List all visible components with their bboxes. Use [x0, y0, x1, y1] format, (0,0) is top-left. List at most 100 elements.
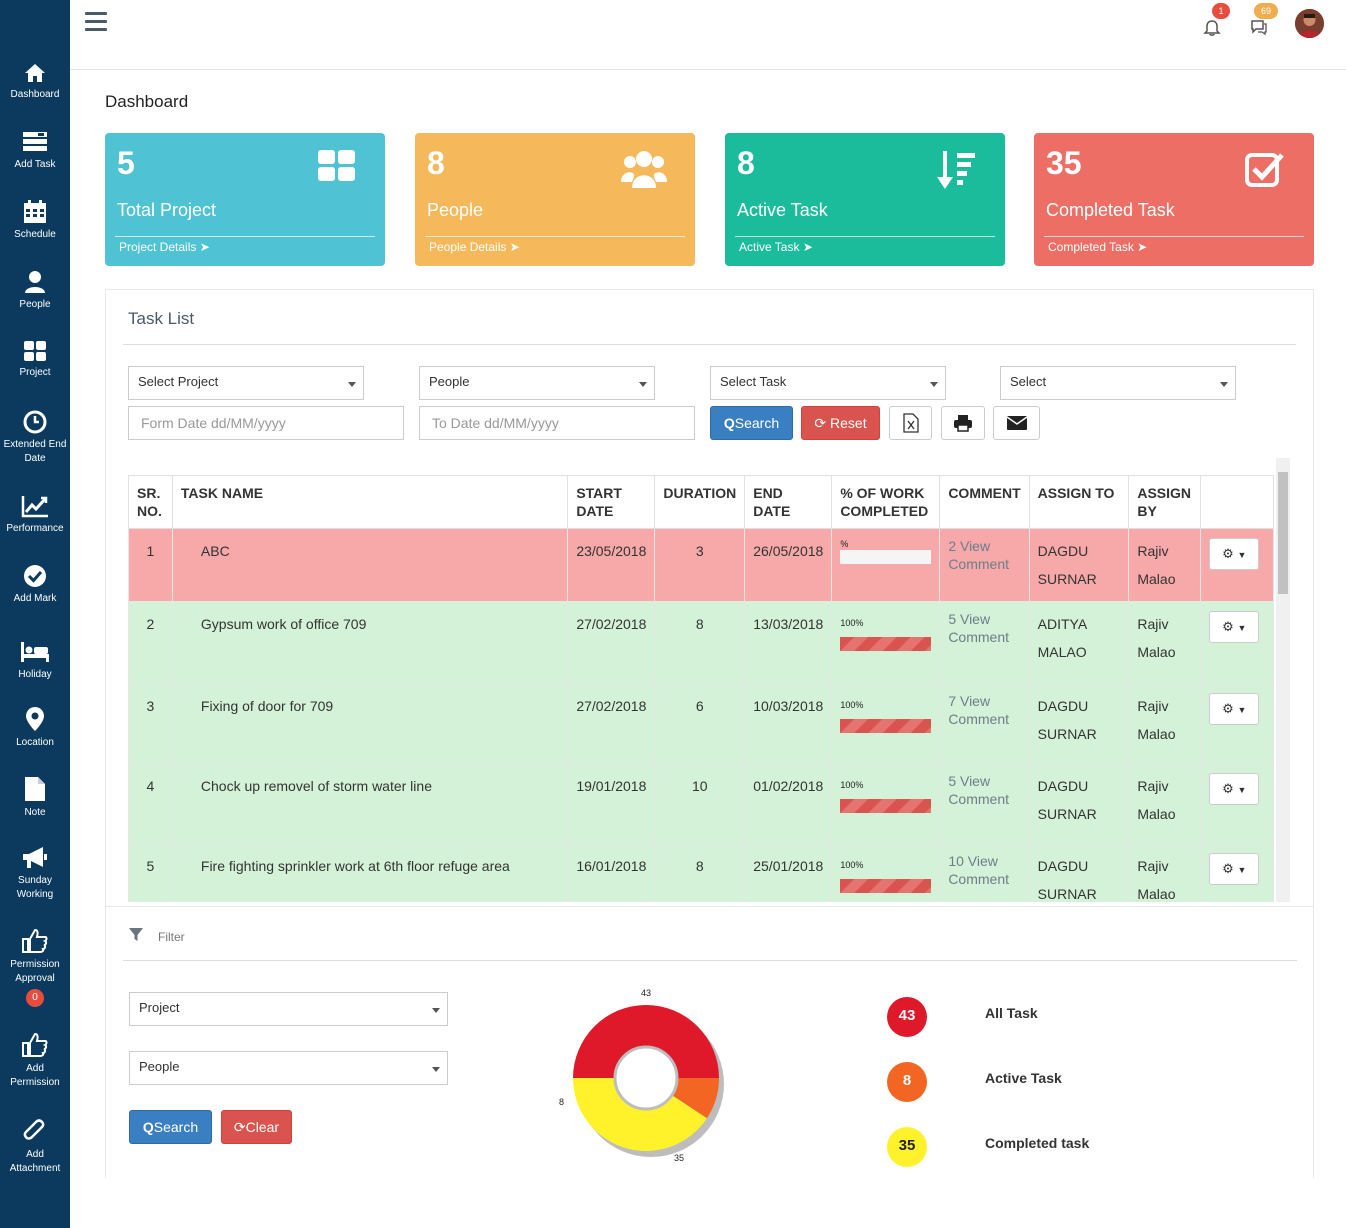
cell-task-name[interactable]: ABC	[171, 528, 569, 602]
filter-project-dropdown[interactable]: Project	[129, 992, 448, 1026]
sidebar-item-holiday[interactable]: Holiday	[0, 640, 70, 700]
col-sr-no[interactable]: SR. NO.	[128, 475, 173, 529]
cell-comment[interactable]: 10 View Comment	[939, 843, 1030, 902]
col-percent-completed[interactable]: % OF WORK COMPLETED	[831, 475, 941, 529]
card-number: 8	[737, 145, 755, 181]
search-button[interactable]: QSearch	[710, 406, 793, 440]
clock-icon	[23, 410, 47, 434]
filter-people-dropdown[interactable]: People	[129, 1051, 448, 1085]
sidebar-item-add-attachment[interactable]: Add Attachment	[0, 1118, 70, 1184]
paperclip-icon	[23, 1119, 45, 1140]
card-details-link[interactable]: Active Task ➤	[739, 240, 813, 254]
cell-comment[interactable]: 7 View Comment	[939, 683, 1030, 764]
table-row[interactable]: 3 Fixing of door for 709 27/02/2018 6 10/03/…	[128, 683, 1274, 764]
select-value: Select	[1010, 374, 1047, 389]
cell-duration: 3	[654, 528, 746, 602]
cell-task-name[interactable]: Fire fighting sprinkler work at 6th floo…	[171, 843, 569, 902]
progress-label: %	[840, 539, 849, 549]
table-row[interactable]: 5 Fire fighting sprinkler work at 6th flo…	[128, 843, 1274, 902]
donut-slice-all-task	[573, 1005, 719, 1078]
sidebar-item-add-permission[interactable]: Add Permission	[0, 1032, 70, 1098]
table-scrollbar-thumb[interactable]	[1278, 472, 1288, 594]
filter-icon	[129, 928, 143, 941]
table-row[interactable]: 2 Gypsum work of office 709 27/02/2018 8 13/…	[128, 601, 1274, 684]
avatar[interactable]	[1295, 9, 1324, 38]
progress-label: 100%	[840, 700, 864, 710]
card-details-link[interactable]: Project Details ➤	[119, 240, 210, 254]
sidebar-item-dashboard[interactable]: Dashboard	[0, 50, 70, 115]
reset-button[interactable]: ⟳ Reset	[801, 406, 880, 440]
task-table-container[interactable]: SR. NO. TASK NAME START DATE DURATION EN…	[128, 475, 1274, 902]
row-actions-button[interactable]: ⚙ ▼	[1209, 611, 1260, 643]
cell-task-name[interactable]: Chock up removel of storm water line	[171, 763, 569, 844]
export-excel-button[interactable]	[889, 406, 932, 440]
email-button[interactable]	[993, 406, 1040, 440]
sidebar-item-performance[interactable]: Performance	[0, 494, 70, 554]
cell-task-name[interactable]: Gypsum work of office 709	[171, 601, 569, 684]
col-assign-to[interactable]: ASSIGN TO	[1028, 475, 1130, 529]
notification-bell[interactable]	[1203, 18, 1221, 41]
col-duration[interactable]: DURATION	[654, 475, 746, 529]
card-details-link[interactable]: Completed Task ➤	[1048, 240, 1147, 254]
messages-badge: 69	[1254, 3, 1278, 19]
card-total-project: 5 Total Project Project Details ➤	[105, 133, 385, 266]
cell-duration: 8	[654, 843, 746, 902]
row-actions-button[interactable]: ⚙ ▼	[1209, 693, 1260, 725]
reset-button-label: Reset	[830, 415, 867, 431]
row-actions-button[interactable]: ⚙ ▼	[1209, 538, 1260, 570]
cell-comment[interactable]: 2 View Comment	[939, 528, 1030, 602]
filter-clear-button[interactable]: ⟳Clear	[221, 1110, 292, 1144]
sidebar: Dashboard Add Task Schedule People Proje…	[0, 0, 70, 1228]
legend-active-task-label: Active Task	[985, 1070, 1062, 1086]
cell-comment[interactable]: 5 View Comment	[939, 763, 1030, 844]
sort-amount-icon	[937, 149, 977, 196]
sidebar-item-extended-end-date[interactable]: Extended End Date	[0, 410, 70, 480]
cell-duration: 8	[654, 601, 746, 684]
select-status-dropdown[interactable]: Select	[1000, 366, 1236, 400]
select-people-dropdown[interactable]: People	[419, 366, 655, 400]
card-completed-task: 35 Completed Task Completed Task ➤	[1034, 133, 1314, 266]
progress-bar	[840, 719, 932, 733]
to-date-input[interactable]: To Date dd/MM/yyyy	[419, 406, 695, 440]
col-end-date[interactable]: END DATE	[744, 475, 833, 529]
col-comment[interactable]: COMMENT	[939, 475, 1030, 529]
sidebar-item-people[interactable]: People	[0, 270, 70, 330]
sidebar-item-sunday-working[interactable]: Sunday Working	[0, 846, 70, 916]
col-task-name[interactable]: TASK NAME	[171, 475, 569, 529]
progress-fill	[840, 719, 932, 733]
avatar-image	[1295, 9, 1324, 38]
print-button[interactable]	[941, 406, 985, 440]
page-title: Dashboard	[105, 92, 189, 111]
cell-task-name[interactable]: Fixing of door for 709	[171, 683, 569, 764]
col-assign-by[interactable]: ASSIGN BY	[1128, 475, 1202, 529]
arrow-circle-right-icon: ➤	[509, 240, 520, 254]
cell-progress: 100%	[831, 601, 941, 684]
col-start-date[interactable]: START DATE	[567, 475, 656, 529]
cell-duration: 10	[654, 763, 746, 844]
select-task-dropdown[interactable]: Select Task	[710, 366, 946, 400]
table-row[interactable]: 4 Chock up removel of storm water line 19/…	[128, 763, 1274, 844]
row-actions-button[interactable]: ⚙ ▼	[1209, 853, 1260, 885]
sidebar-item-location[interactable]: Location	[0, 706, 70, 766]
sidebar-item-schedule[interactable]: Schedule	[0, 200, 70, 260]
sidebar-item-add-task[interactable]: Add Task	[0, 130, 70, 190]
sidebar-item-note[interactable]: Note	[0, 776, 70, 836]
select-project-dropdown[interactable]: Select Project	[128, 366, 364, 400]
permission-approval-badge: 0	[26, 989, 44, 1007]
filter-clear-label: Clear	[245, 1119, 280, 1135]
row-actions-button[interactable]: ⚙ ▼	[1209, 773, 1260, 805]
chart-line-icon	[21, 496, 48, 518]
messages-button[interactable]	[1250, 18, 1268, 41]
hamburger-menu-icon[interactable]	[85, 12, 107, 36]
sidebar-item-project[interactable]: Project	[0, 340, 70, 400]
sidebar-item-permission-approval[interactable]: Permission Approval 0	[0, 928, 70, 1008]
cell-comment[interactable]: 5 View Comment	[939, 601, 1030, 684]
gear-icon: ⚙	[1222, 781, 1234, 796]
table-row[interactable]: 1 ABC 23/05/2018 3 26/05/2018% 2 View Comment…	[128, 528, 1274, 602]
sidebar-item-add-mark[interactable]: Add Mark	[0, 564, 70, 624]
grid-icon	[24, 341, 46, 361]
card-link-text: Active Task	[739, 240, 800, 254]
filter-search-button[interactable]: QSearch	[129, 1110, 212, 1144]
from-date-input[interactable]: Form Date dd/MM/yyyy	[128, 406, 404, 440]
card-details-link[interactable]: People Details ➤	[429, 240, 520, 254]
